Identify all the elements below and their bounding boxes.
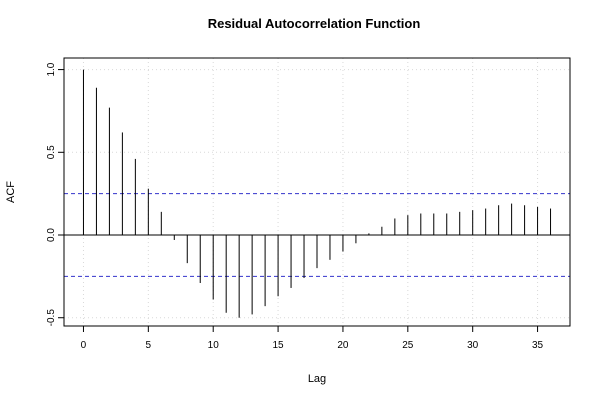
y-tick-label: 0.0 xyxy=(46,228,57,242)
x-tick-label: 0 xyxy=(81,340,87,351)
y-axis-label: ACF xyxy=(5,181,17,203)
chart-title: Residual Autocorrelation Function xyxy=(208,16,421,31)
y-tick-label: -0.5 xyxy=(46,309,57,327)
x-tick-label: 5 xyxy=(146,340,152,351)
plot-frame xyxy=(63,57,571,327)
x-tick-label: 25 xyxy=(402,340,414,351)
y-tick-label: 1.0 xyxy=(46,62,57,76)
x-axis-label: Lag xyxy=(308,373,326,385)
y-axis: -0.5 0.0 0.5 1.0 xyxy=(46,62,65,327)
grid xyxy=(64,58,570,326)
x-axis: 0 5 10 15 20 25 30 35 xyxy=(81,325,544,351)
y-tick-label: 0.5 xyxy=(46,145,57,159)
x-tick-label: 20 xyxy=(337,340,349,351)
x-tick-label: 15 xyxy=(273,340,285,351)
x-tick-label: 30 xyxy=(467,340,479,351)
x-tick-label: 10 xyxy=(208,340,220,351)
acf-bars xyxy=(82,69,552,318)
x-tick-label: 35 xyxy=(532,340,544,351)
